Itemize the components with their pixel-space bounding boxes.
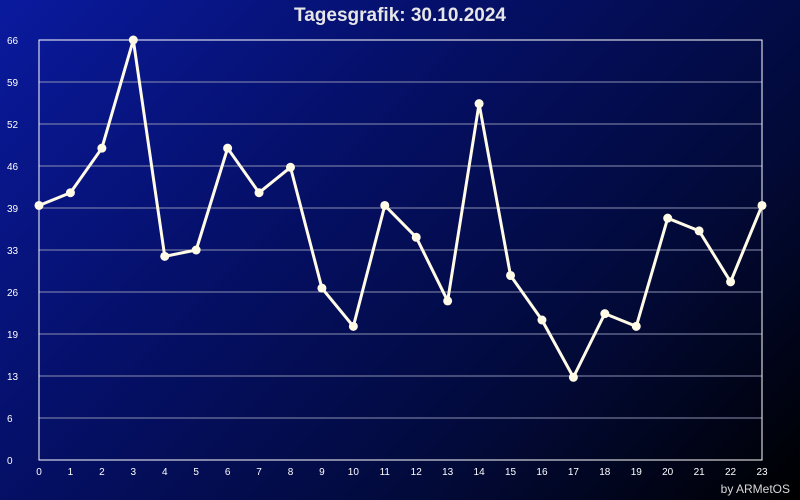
data-point (506, 270, 516, 280)
x-tick-label: 8 (288, 467, 294, 478)
x-tick-label: 1 (68, 467, 74, 478)
data-point (757, 200, 767, 210)
x-tick-label: 17 (568, 467, 580, 478)
y-tick-label: 13 (7, 372, 19, 383)
data-point (128, 35, 138, 45)
data-point (34, 200, 44, 210)
y-tick-label: 39 (7, 204, 19, 215)
plot-frame (38, 39, 763, 461)
x-tick-label: 9 (319, 467, 325, 478)
data-point (97, 143, 107, 153)
data-point (631, 321, 641, 331)
x-tick-label: 12 (411, 467, 423, 478)
x-tick-label: 18 (599, 467, 611, 478)
y-tick-label: 66 (7, 36, 19, 47)
x-tick-label: 22 (725, 467, 737, 478)
y-tick-label: 59 (7, 78, 19, 89)
data-point (411, 232, 421, 242)
chart-title: Tagesgrafik: 30.10.2024 (294, 5, 506, 26)
x-tick-label: 4 (162, 467, 168, 478)
x-tick-label: 7 (256, 467, 262, 478)
x-tick-label: 16 (536, 467, 548, 478)
data-point (348, 321, 358, 331)
x-tick-label: 20 (662, 467, 674, 478)
data-point (254, 188, 264, 198)
x-tick-label: 14 (474, 467, 486, 478)
data-point (160, 251, 170, 261)
x-tick-label: 23 (756, 467, 768, 478)
y-tick-label: 46 (7, 162, 19, 173)
series-line (38, 38, 764, 379)
data-point (380, 200, 390, 210)
data-point (65, 188, 75, 198)
data-point (223, 143, 233, 153)
x-tick-label: 21 (694, 467, 706, 478)
data-point (191, 245, 201, 255)
x-tick-label: 19 (631, 467, 643, 478)
data-point (694, 226, 704, 236)
x-tick-label: 11 (380, 467, 391, 478)
data-point (474, 99, 484, 109)
y-tick-label: 33 (7, 246, 19, 257)
data-point (285, 162, 295, 172)
x-tick-label: 2 (99, 467, 105, 478)
y-tick-label: 6 (7, 414, 13, 425)
x-tick-label: 5 (193, 467, 199, 478)
credit-label: by ARMetOS (720, 482, 790, 496)
x-tick-label: 0 (36, 467, 42, 478)
data-point (537, 315, 547, 325)
y-tick-label: 52 (7, 120, 19, 131)
x-tick-label: 13 (442, 467, 454, 478)
y-tick-label: 19 (7, 330, 19, 341)
data-point (317, 283, 327, 293)
data-point (568, 372, 578, 382)
y-tick-label: 0 (7, 456, 13, 467)
data-point (663, 213, 673, 223)
x-tick-label: 6 (225, 467, 231, 478)
x-tick-label: 10 (348, 467, 360, 478)
data-point (443, 296, 453, 306)
x-tick-label: 3 (131, 467, 137, 478)
data-point (600, 309, 610, 319)
data-point (726, 277, 736, 287)
x-tick-label: 15 (505, 467, 517, 478)
y-tick-label: 26 (7, 288, 19, 299)
